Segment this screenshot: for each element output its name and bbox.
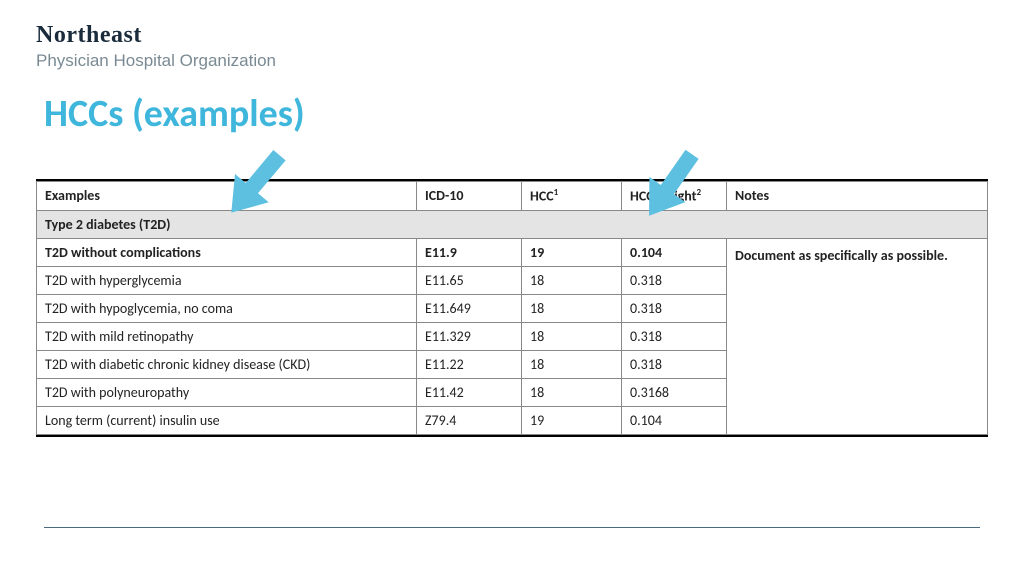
- table-header-row: Examples ICD-10 HCC1 HCC weight2 Notes: [37, 182, 988, 211]
- bold-row: T2D without complications E11.9 19 0.104…: [37, 238, 988, 266]
- cell-hcc: 18: [522, 294, 622, 322]
- cell-hcc: 19: [522, 238, 622, 266]
- cell-weight: 0.318: [622, 294, 727, 322]
- col-header-weight: HCC weight2: [622, 182, 727, 211]
- cell-weight: 0.318: [622, 350, 727, 378]
- notes-cell: Document as specifically as possible.: [727, 238, 988, 434]
- slide-title: HCCs (examples): [44, 91, 1024, 137]
- cell-example: T2D with diabetic chronic kidney disease…: [37, 350, 417, 378]
- cell-example: T2D with polyneuropathy: [37, 378, 417, 406]
- col-header-hcc-sup: 1: [554, 187, 559, 198]
- section-row: Type 2 diabetes (T2D): [37, 210, 988, 238]
- cell-example: Long term (current) insulin use: [37, 406, 417, 434]
- cell-weight: 0.104: [622, 406, 727, 434]
- cell-example: T2D without complications: [37, 238, 417, 266]
- cell-icd: E11.65: [417, 266, 522, 294]
- cell-hcc: 18: [522, 350, 622, 378]
- cell-hcc: 18: [522, 266, 622, 294]
- cell-icd: E11.22: [417, 350, 522, 378]
- cell-hcc: 18: [522, 378, 622, 406]
- cell-example: T2D with mild retinopathy: [37, 322, 417, 350]
- col-header-weight-sup: 2: [697, 187, 702, 198]
- section-label: Type 2 diabetes (T2D): [37, 210, 988, 238]
- col-header-examples: Examples: [37, 182, 417, 211]
- col-header-notes: Notes: [727, 182, 988, 211]
- cell-icd: E11.42: [417, 378, 522, 406]
- org-subtitle: Physician Hospital Organization: [36, 51, 1024, 71]
- col-header-hcc: HCC1: [522, 182, 622, 211]
- cell-icd: E11.9: [417, 238, 522, 266]
- cell-hcc: 18: [522, 322, 622, 350]
- cell-weight: 0.3168: [622, 378, 727, 406]
- cell-example: T2D with hypoglycemia, no coma: [37, 294, 417, 322]
- org-name: Northeast: [36, 22, 1024, 49]
- cell-example: T2D with hyperglycemia: [37, 266, 417, 294]
- cell-hcc: 19: [522, 406, 622, 434]
- col-header-icd10: ICD-10: [417, 182, 522, 211]
- hcc-table: Examples ICD-10 HCC1 HCC weight2 Notes T…: [36, 179, 988, 437]
- cell-icd: Z79.4: [417, 406, 522, 434]
- footer-divider: [44, 527, 980, 528]
- slide-header: Northeast Physician Hospital Organizatio…: [0, 0, 1024, 71]
- cell-weight: 0.318: [622, 322, 727, 350]
- col-header-hcc-text: HCC: [530, 188, 554, 205]
- col-header-weight-text: HCC weight: [630, 188, 697, 205]
- cell-icd: E11.329: [417, 322, 522, 350]
- cell-icd: E11.649: [417, 294, 522, 322]
- cell-weight: 0.318: [622, 266, 727, 294]
- notes-text: Document as specifically as possible.: [735, 245, 979, 264]
- cell-weight: 0.104: [622, 238, 727, 266]
